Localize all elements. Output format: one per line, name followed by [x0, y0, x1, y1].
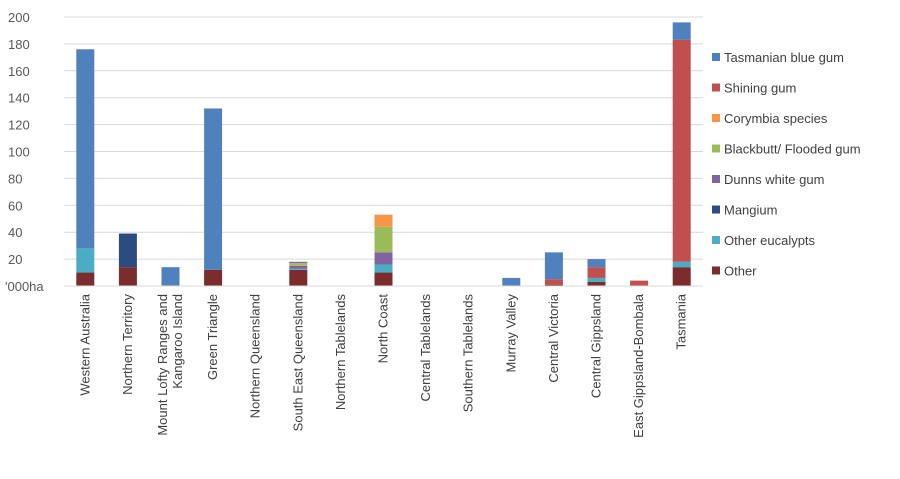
bar-segment — [289, 268, 308, 270]
bar-segment — [587, 267, 606, 278]
x-category-label: Western Australia — [77, 293, 92, 395]
bar-segment — [672, 22, 691, 40]
x-category-label: Northern Queensland — [248, 294, 263, 418]
x-category-label: Mount Lofty Ranges and — [155, 294, 170, 436]
legend-label: Other — [724, 264, 757, 279]
legend-label: Blackbutt/ Flooded gum — [724, 142, 861, 157]
bar-segment — [544, 284, 563, 286]
legend-swatch — [712, 205, 720, 214]
legend-label: Corymbia species — [724, 111, 828, 126]
x-category-label: South East Queensland — [290, 294, 305, 431]
x-category-label: Tasmania — [674, 293, 689, 349]
legend: Tasmanian blue gum Shining gum Corymbia sp… — [712, 50, 861, 279]
bar-segment — [544, 279, 563, 285]
bar-segment — [672, 39, 691, 262]
x-category-label: Green Triangle — [205, 294, 220, 380]
y-unit-label: '000ha — [5, 279, 44, 294]
bar-segment — [76, 49, 95, 249]
bar-segment — [374, 214, 393, 227]
legend-swatch — [712, 236, 720, 244]
legend-label: Other eucalypts — [724, 233, 816, 248]
x-category-label: Northern Territory — [120, 294, 135, 395]
y-tick-label: 140 — [8, 91, 30, 106]
bars — [76, 22, 691, 286]
y-tick-label: 80 — [8, 171, 22, 186]
bar-segment — [118, 267, 137, 286]
y-tick-label: 100 — [8, 145, 30, 160]
legend-label: Dunns white gum — [724, 172, 824, 187]
legend-swatch — [712, 144, 720, 153]
bar-segment — [587, 259, 606, 268]
bar-segment — [587, 277, 606, 282]
bar-segment — [289, 264, 308, 266]
x-category-label: Kangaroo Island — [170, 294, 185, 389]
bar-segment — [289, 263, 308, 265]
y-tick-label: 40 — [8, 225, 22, 240]
axes: 20 40 60 80 100 120 140 160 180 200 '000ha Western … — [5, 10, 703, 438]
gridlines — [64, 16, 703, 260]
bar-segment — [374, 264, 393, 273]
y-tick-label: 160 — [8, 64, 30, 79]
bar-segment — [672, 267, 691, 286]
bar-segment — [374, 252, 393, 265]
x-category-label: Northern Tablelands — [333, 294, 348, 411]
bar-segment — [161, 267, 180, 286]
bar-segment — [204, 108, 223, 270]
x-category-label: Central Tablelands — [418, 294, 433, 402]
bar-segment — [204, 269, 223, 286]
x-category-label: Murray Valley — [503, 294, 518, 373]
bar-segment — [502, 277, 521, 286]
y-tick-label: 20 — [8, 252, 22, 267]
bar-segment — [76, 248, 95, 273]
x-category-label: Southern Tablelands — [461, 294, 476, 413]
y-tick-label: 60 — [8, 198, 22, 213]
legend-label: Mangium — [724, 203, 777, 218]
legend-swatch — [712, 175, 720, 183]
y-tick-label: 200 — [8, 10, 30, 25]
x-category-label: North Coast — [376, 294, 391, 364]
bar-segment — [374, 226, 393, 253]
legend-swatch — [712, 114, 720, 122]
bar-segment — [289, 261, 308, 264]
legend-swatch — [712, 53, 720, 61]
legend-swatch — [712, 83, 720, 92]
legend-label: Shining gum — [724, 81, 796, 96]
bar-segment — [630, 280, 649, 286]
bar-segment — [587, 281, 606, 286]
bar-segment — [544, 252, 563, 280]
y-tick-label: 120 — [8, 118, 30, 133]
bar-segment — [289, 269, 308, 286]
y-tick-label: 180 — [8, 37, 30, 52]
x-category-label: Central Victoria — [546, 293, 561, 382]
x-category-label: East Gippsland-Bombala — [631, 293, 646, 438]
legend-swatch — [712, 266, 720, 275]
bar-segment — [672, 261, 691, 268]
bar-segment — [289, 265, 308, 269]
x-category-label: Central Gippsland — [589, 294, 604, 398]
bar-segment — [76, 272, 95, 286]
legend-label: Tasmanian blue gum — [724, 50, 844, 65]
bar-segment — [374, 272, 393, 286]
bar-segment — [118, 233, 137, 268]
